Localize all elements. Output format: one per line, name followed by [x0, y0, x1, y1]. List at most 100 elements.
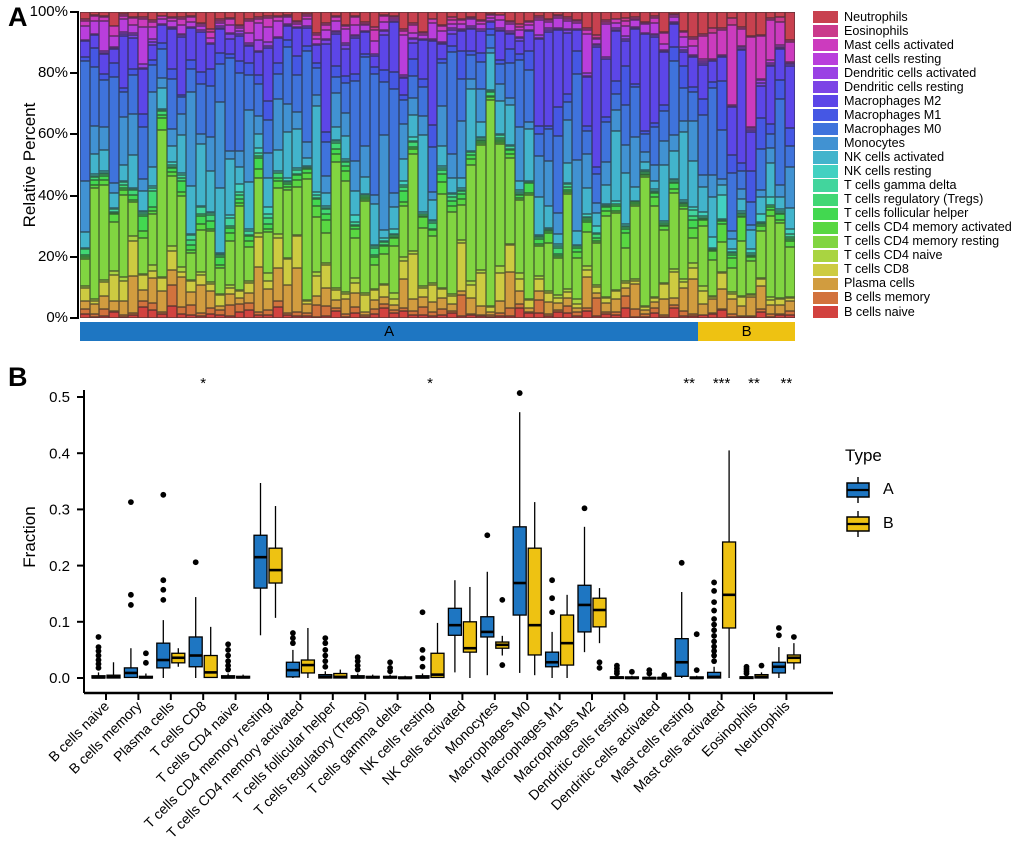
bar-segment: [224, 285, 235, 289]
bar-segment: [205, 282, 216, 284]
bar-segment: [746, 294, 756, 296]
bar-segment: [475, 31, 486, 54]
bar-segment: [640, 176, 650, 307]
bar-segment: [273, 150, 283, 171]
bar-segment: [446, 197, 457, 201]
bar-segment: [186, 234, 196, 236]
sample-bar: [755, 12, 766, 318]
sample-bar: [688, 12, 698, 318]
bar-segment: [630, 317, 641, 318]
bar-segment: [340, 25, 351, 27]
sample-bar: [360, 12, 370, 318]
bar-segment: [166, 16, 177, 18]
bar-segment: [640, 314, 650, 318]
bar-segment: [601, 19, 612, 23]
bar-segment: [591, 225, 602, 234]
bar-segment: [157, 312, 167, 314]
bar-segment: [215, 26, 225, 28]
bar-segment: [389, 88, 399, 194]
bar-segment: [205, 211, 216, 214]
bar-segment: [321, 12, 332, 23]
outlier-point: [661, 672, 668, 679]
bar-segment: [582, 34, 592, 74]
bar-segment: [99, 176, 109, 180]
bar-segment: [726, 25, 737, 105]
bar-segment: [572, 29, 583, 31]
bar-segment: [321, 132, 332, 143]
bar-segment: [108, 25, 119, 27]
bar-segment: [379, 135, 389, 230]
bar-segment: [553, 253, 563, 257]
bar-segment: [263, 12, 274, 17]
bar-segment: [543, 290, 554, 293]
bar-segment: [128, 38, 138, 69]
outlier-point: [160, 491, 167, 498]
outlier-point: [711, 599, 717, 606]
bar-segment: [533, 236, 544, 238]
bar-segment: [195, 223, 206, 231]
bar-segment: [417, 228, 428, 286]
bar-segment: [417, 217, 428, 229]
bar-segment: [417, 86, 428, 116]
bar-segment: [340, 12, 351, 26]
bar-segment: [311, 197, 322, 200]
bar-segment: [282, 14, 293, 16]
outlier-point: [322, 658, 329, 665]
bar-segment: [273, 12, 283, 17]
bar-segment: [611, 205, 621, 211]
bar-segment: [698, 217, 708, 220]
bar-segment: [340, 299, 351, 315]
bar-segment: [649, 205, 660, 297]
bar-segment: [669, 61, 679, 136]
sample-bar: [195, 12, 206, 318]
bar-segment: [331, 148, 341, 154]
panel-b-y-tick-label: 0.0: [49, 670, 70, 687]
bar-segment: [755, 34, 766, 36]
bar-segment: [311, 205, 322, 218]
bar-segment: [736, 198, 747, 212]
bar-segment: [350, 282, 361, 293]
bar-segment: [562, 289, 573, 292]
bar-segment: [765, 65, 776, 67]
bar-segment: [475, 316, 486, 318]
sample-bar: [331, 12, 341, 318]
bar-segment: [128, 236, 138, 242]
bar-segment: [80, 301, 90, 310]
bar-segment: [398, 185, 409, 188]
bar-segment: [649, 126, 660, 166]
bar-segment: [784, 62, 795, 64]
bar-segment: [485, 14, 496, 19]
bar-segment: [195, 133, 206, 144]
bar-segment: [543, 27, 554, 31]
bar-segment: [649, 302, 660, 309]
bar-segment: [504, 145, 515, 147]
bar-segment: [717, 220, 727, 225]
bar-segment: [427, 221, 438, 223]
bar-segment: [311, 296, 322, 306]
outlier-point: [646, 667, 653, 674]
bar-segment: [147, 185, 158, 188]
bar-segment: [726, 173, 737, 232]
bar-segment: [147, 167, 158, 186]
bar-segment: [340, 44, 351, 49]
bar-segment: [360, 193, 370, 195]
bar-segment: [659, 12, 670, 33]
bar-segment: [620, 172, 631, 225]
bar-segment: [340, 26, 351, 30]
bar-segment: [379, 16, 389, 22]
legend-swatch: [813, 151, 838, 164]
bar-segment: [466, 51, 476, 55]
outlier-point: [95, 652, 102, 659]
bar-segment: [234, 31, 245, 34]
bar-segment: [504, 98, 515, 106]
bar-segment: [398, 180, 409, 186]
bar-segment: [736, 306, 747, 316]
bar-segment: [726, 17, 737, 26]
bar-segment: [176, 12, 187, 17]
bar-segment: [784, 40, 795, 42]
bar-segment: [456, 190, 467, 194]
bar-segment: [350, 190, 361, 216]
bar-segment: [562, 12, 573, 18]
bar-segment: [553, 258, 563, 296]
group-strip-B: B: [698, 322, 795, 341]
